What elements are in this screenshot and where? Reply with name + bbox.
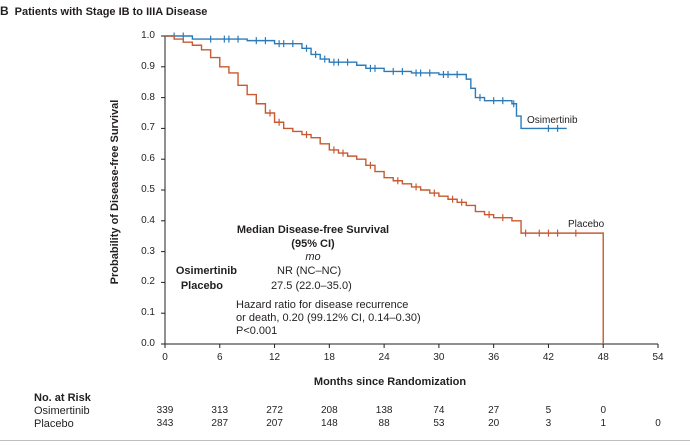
y-tick-label: 0.6: [141, 153, 155, 165]
x-tick-label: 30: [433, 352, 445, 363]
x-tick-label: 0: [162, 352, 168, 363]
risk-value-osimertinib: 27: [488, 405, 500, 416]
risk-value-placebo: 88: [378, 418, 390, 429]
risk-value-placebo: 53: [433, 418, 445, 429]
median-title-line-2: (95% CI): [291, 238, 335, 250]
hazard-line-3: P<0.001: [236, 325, 278, 337]
km-curve-placebo: [165, 35, 604, 344]
risk-value-osimertinib: 272: [266, 405, 283, 416]
risk-value-placebo: 3: [545, 418, 552, 429]
y-tick-label: 0.1: [141, 307, 155, 319]
risk-value-osimertinib: 74: [433, 405, 445, 416]
panel-title: B Patients with Stage IB to IIIA Disease: [0, 4, 207, 18]
median-title-line-1: Median Disease-free Survival: [236, 224, 390, 236]
x-tick-label: 48: [597, 352, 609, 363]
km-curve-osimertinib: [165, 35, 567, 130]
y-tick-label: 0.8: [141, 91, 155, 103]
y-tick-label: 0.2: [141, 276, 155, 288]
panel-letter: B: [0, 4, 9, 18]
median-title: Median Disease-free Survival (95% CI): [237, 223, 389, 251]
risk-value-placebo: 0: [655, 418, 661, 429]
risk-value-osimertinib: 138: [375, 405, 393, 416]
y-tick-label: 0.5: [141, 184, 155, 195]
x-tick-label: 42: [542, 352, 554, 363]
median-row-placebo-value: 27.5 (22.0–35.0): [271, 280, 352, 292]
hazard-line-1: Hazard ratio for disease recurrence: [236, 299, 409, 311]
series-label-placebo: Placebo: [568, 219, 605, 230]
y-tick-label: 0.9: [141, 60, 155, 72]
hazard-line-2: or death, 0.20 (99.12% CI, 0.14–0.30): [236, 312, 421, 324]
risk-value-placebo: 20: [488, 418, 500, 429]
risk-value-osimertinib: 0: [600, 405, 606, 416]
risk-value-placebo: 207: [266, 418, 283, 429]
risk-value-placebo: 148: [320, 418, 338, 429]
x-tick-label: 36: [488, 352, 500, 363]
median-row-placebo-name: Placebo: [180, 280, 223, 292]
y-tick-label: 0.4: [141, 214, 155, 226]
risk-value-placebo: 343: [156, 418, 174, 429]
median-row-osimertinib-value: NR (NC–NC): [277, 265, 342, 277]
x-tick-label: 54: [652, 352, 664, 363]
risk-value-osimertinib: 339: [156, 405, 174, 416]
y-tick-label: 0.7: [141, 122, 155, 134]
risk-value-placebo: 287: [211, 418, 229, 429]
x-tick-label: 6: [216, 352, 223, 363]
series-label-osimertinib: Osimertinib: [527, 115, 578, 126]
x-axis-label: Months since Randomization: [313, 376, 467, 388]
x-tick-label: 24: [378, 352, 390, 363]
x-tick-label: 12: [268, 352, 281, 363]
risk-table-header: No. at Risk: [34, 392, 91, 404]
panel-title-text: Patients with Stage IB to IIIA Disease: [14, 6, 208, 18]
risk-row-name-osimertinib: Osimertinib: [34, 405, 90, 417]
bottom-rule: [0, 440, 690, 441]
median-row-osimertinib-name: Osimertinib: [175, 265, 237, 277]
risk-value-placebo: 1: [600, 418, 606, 429]
risk-value-osimertinib: 313: [211, 405, 229, 416]
x-tick-label: 18: [323, 352, 335, 363]
hazard-ratio-text: Hazard ratio for disease recurrence or d…: [236, 299, 421, 338]
risk-row-name-placebo: Placebo: [34, 418, 74, 430]
y-tick-label: 1.0: [141, 30, 155, 41]
y-tick-label: 0.0: [141, 338, 155, 349]
median-unit: mo: [305, 251, 321, 263]
risk-value-osimertinib: 208: [320, 405, 338, 416]
risk-value-osimertinib: 5: [545, 405, 552, 416]
y-tick-label: 0.3: [141, 245, 155, 257]
